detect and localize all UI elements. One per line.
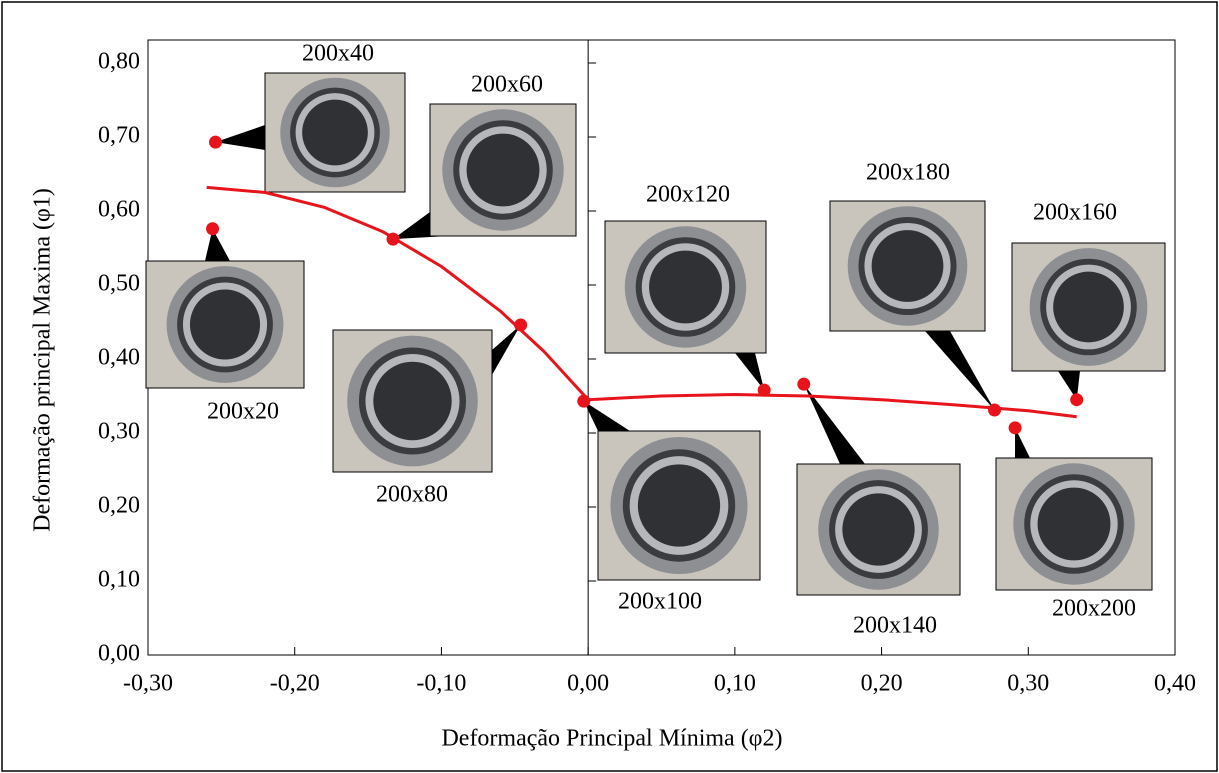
data-point (1009, 421, 1022, 434)
photo-dome (872, 230, 944, 302)
photo-dome (373, 362, 451, 440)
photo (598, 431, 760, 580)
x-axis-label: Deformação Principal Mínima (φ2) (441, 726, 782, 752)
data-point (209, 136, 222, 149)
data-point (1070, 393, 1083, 406)
photo (605, 221, 766, 353)
data-point (514, 318, 527, 331)
y-tick-label: 0,60 (98, 197, 140, 223)
data-point (577, 395, 590, 408)
x-tick-label: 0,30 (1007, 671, 1049, 697)
photo-dome (638, 464, 720, 546)
photo-label: 200x20 (207, 399, 279, 425)
photo-dome (467, 134, 540, 207)
photo (830, 201, 985, 331)
y-tick-label: 0,20 (98, 493, 140, 519)
data-point (387, 233, 400, 246)
x-tick-label: 0,40 (1154, 671, 1196, 697)
photo-dome (649, 251, 722, 324)
y-tick-label: 0,70 (98, 123, 140, 149)
photo-label: 200x180 (866, 160, 950, 186)
photo (146, 261, 304, 388)
photo (1012, 243, 1165, 371)
photo (265, 73, 405, 192)
x-tick-label: -0,20 (270, 671, 320, 697)
photo-label: 200x40 (302, 41, 374, 67)
photo-label: 200x120 (646, 182, 730, 208)
data-point (206, 222, 219, 235)
x-tick-label: -0,30 (123, 671, 173, 697)
photo-dome (302, 100, 368, 166)
photo-dome (1053, 272, 1124, 343)
chart: Deformação Principal Mínima (φ2) Deforma… (0, 0, 1219, 773)
photo (797, 464, 960, 595)
data-point (758, 384, 771, 397)
photo-label: 200x160 (1033, 200, 1117, 226)
x-tick-label: -0,10 (416, 671, 466, 697)
photo-label: 200x100 (618, 589, 702, 615)
photo (333, 330, 492, 472)
y-tick-label: 0,00 (98, 641, 140, 667)
photo-label: 200x80 (376, 482, 448, 508)
photo (996, 458, 1152, 590)
x-tick-label: 0,10 (714, 671, 756, 697)
photo-dome (842, 493, 914, 565)
photo-label: 200x60 (471, 72, 543, 98)
photo-dome (1038, 488, 1111, 561)
photo-label: 200x200 (1052, 596, 1136, 622)
photo-dome (190, 289, 260, 359)
y-tick-label: 0,10 (98, 567, 140, 593)
y-tick-label: 0,80 (98, 49, 140, 75)
data-point (797, 378, 810, 391)
x-tick-label: 0,00 (567, 671, 609, 697)
photo-label: 200x140 (853, 613, 937, 639)
data-point (988, 404, 1001, 417)
photo (430, 104, 576, 236)
x-tick-label: 0,20 (861, 671, 903, 697)
y-axis-label: Deformação principal Maxima (φ1) (30, 188, 56, 532)
y-tick-label: 0,40 (98, 345, 140, 371)
y-tick-label: 0,30 (98, 419, 140, 445)
y-tick-label: 0,50 (98, 271, 140, 297)
